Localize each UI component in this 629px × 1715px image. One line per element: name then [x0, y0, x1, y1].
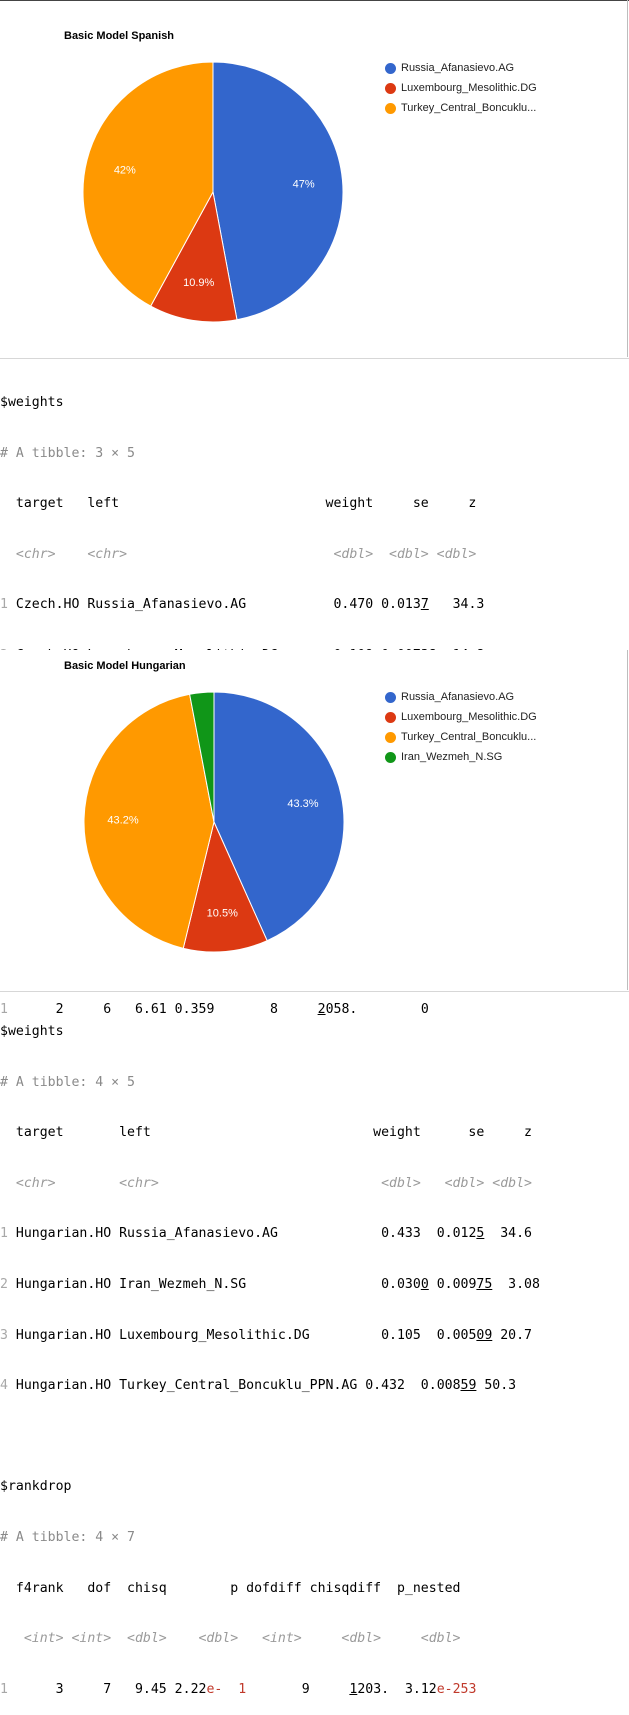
console-line: $weights [0, 1024, 64, 1039]
slice-label: 42% [114, 164, 136, 176]
legend-label: Luxembourg_Mesolithic.DG [401, 82, 537, 94]
console-line: $rankdrop [0, 1479, 72, 1495]
console-line: <chr> <chr> <dbl> <dbl> <dbl> [0, 546, 477, 562]
console-output-hungarian: $weights # A tibble: 4 × 5 target left w… [0, 992, 629, 1715]
console-line: 4 Hungarian.HO Turkey_Central_Boncuklu_P… [0, 1378, 517, 1394]
legend-item[interactable]: Turkey_Central_Boncuklu... [385, 98, 537, 118]
legend-item[interactable]: Russia_Afanasievo.AG [385, 58, 537, 78]
legend-item[interactable]: Turkey_Central_Boncuklu... [385, 727, 537, 747]
legend-swatch [385, 711, 396, 723]
console-line: # A tibble: 4 × 5 [0, 1074, 135, 1090]
console-line: <int> <int> <dbl> <dbl> <int> <dbl> <dbl… [0, 1631, 461, 1647]
pie-slice[interactable] [212, 61, 344, 321]
legend-label: Turkey_Central_Boncuklu... [401, 731, 537, 743]
slice-label: 43.3% [287, 798, 318, 810]
slice-label: 47% [293, 179, 315, 191]
legend-swatch [385, 691, 396, 703]
legend-label: Iran_Wezmeh_N.SG [401, 751, 503, 763]
pie-chart: 43.3% 10.5% 43.2% [83, 691, 345, 953]
pie-slice[interactable] [149, 190, 238, 323]
console-line: # A tibble: 3 × 5 [0, 445, 135, 461]
legend: Russia_Afanasievo.AG Luxembourg_Mesolith… [385, 58, 537, 118]
chart-hungarian: Basic Model Hungarian 43.3% 10.5% 43.2% Ru… [0, 650, 629, 990]
console-line: 1 Czech.HO Russia_Afanasievo.AG 0.470 0.… [0, 597, 485, 613]
slice-label: 10.5% [207, 908, 238, 920]
console-line [0, 1427, 629, 1448]
legend-label: Russia_Afanasievo.AG [401, 691, 515, 703]
console-line: 3 Hungarian.HO Luxembourg_Mesolithic.DG … [0, 1327, 532, 1343]
console-line: 2 Hungarian.HO Iran_Wezmeh_N.SG 0.0300 0… [0, 1276, 540, 1292]
legend-item[interactable]: Iran_Wezmeh_N.SG [385, 747, 537, 767]
panel-divider [627, 0, 628, 357]
separator [0, 991, 629, 992]
legend-swatch [385, 751, 396, 763]
legend: Russia_Afanasievo.AG Luxembourg_Mesolith… [385, 687, 537, 767]
chart-title: Basic Model Spanish [64, 30, 175, 42]
legend-swatch [385, 82, 396, 94]
console-line: <chr> <chr> <dbl> <dbl> <dbl> [0, 1175, 532, 1191]
pie-chart: 47% 10.9% 42% [82, 61, 344, 323]
legend-swatch [385, 62, 396, 74]
pie-slice[interactable] [189, 691, 215, 823]
console-line: 1 2 6 6.61 0.359 8 2058. 0 [0, 1002, 429, 1018]
panel-divider [627, 650, 628, 990]
console-line: target left weight se z [0, 1125, 532, 1141]
chart-spanish: Basic Model Spanish 47% 10.9% 42% Russia_A… [0, 1, 629, 357]
legend-item[interactable]: Luxembourg_Mesolithic.DG [385, 78, 537, 98]
legend-swatch [385, 731, 396, 743]
slice-label: 43.2% [107, 815, 138, 827]
legend-label: Russia_Afanasievo.AG [401, 62, 515, 74]
console-line: 1 3 7 9.45 2.22e- 1 9 1203. 3.12e-253 [0, 1681, 477, 1697]
console-line: f4rank dof chisq p dofdiff chisqdiff p_n… [0, 1580, 461, 1596]
chart-title: Basic Model Hungarian [64, 660, 186, 672]
console-line: target left weight se z [0, 496, 477, 512]
console-line: $weights [0, 395, 64, 410]
pie-slice[interactable] [82, 61, 214, 307]
console-line: # A tibble: 4 × 7 [0, 1529, 135, 1545]
legend-item[interactable]: Russia_Afanasievo.AG [385, 687, 537, 707]
legend-label: Luxembourg_Mesolithic.DG [401, 711, 537, 723]
legend-label: Turkey_Central_Boncuklu... [401, 102, 537, 114]
top-border [0, 0, 629, 1]
pie-slice[interactable] [182, 820, 268, 953]
separator [0, 358, 629, 359]
pie-slice[interactable] [83, 693, 215, 949]
console-line: 1 Hungarian.HO Russia_Afanasievo.AG 0.43… [0, 1226, 532, 1242]
slice-label: 10.9% [183, 277, 214, 289]
legend-item[interactable]: Luxembourg_Mesolithic.DG [385, 707, 537, 727]
pie-slice[interactable] [213, 691, 345, 942]
legend-swatch [385, 102, 396, 114]
